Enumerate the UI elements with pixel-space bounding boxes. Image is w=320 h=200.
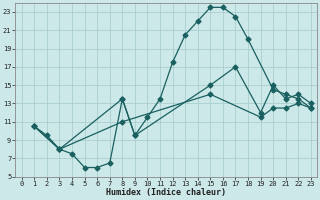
X-axis label: Humidex (Indice chaleur): Humidex (Indice chaleur)	[106, 188, 226, 197]
